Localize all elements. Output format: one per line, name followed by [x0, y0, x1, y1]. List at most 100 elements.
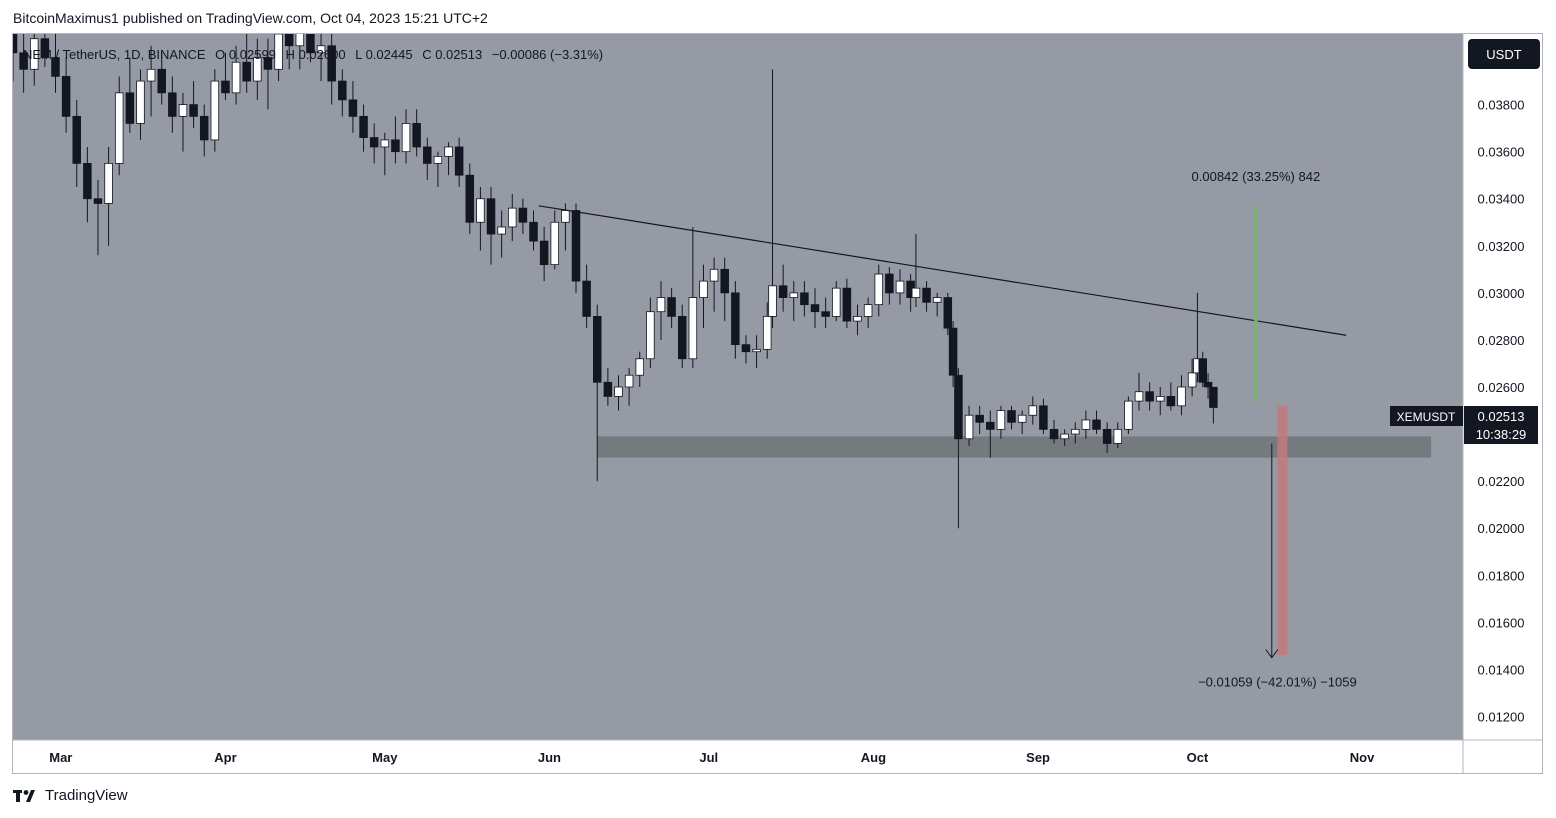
candle-body: [476, 198, 485, 223]
candle: [975, 405, 984, 435]
candle-body: [948, 327, 958, 376]
candle-body: [699, 280, 708, 298]
currency-button[interactable]: USDT: [1468, 39, 1540, 69]
candle-body: [832, 287, 841, 317]
candle: [948, 321, 958, 387]
candle-body: [157, 68, 166, 94]
candle-body: [932, 297, 942, 303]
candle-body: [210, 80, 220, 141]
candle: [1081, 410, 1091, 439]
y-tick-label: 0.01600: [1478, 615, 1525, 630]
candle: [19, 34, 28, 93]
candle: [1039, 398, 1048, 435]
candle: [667, 288, 676, 329]
candle-body: [401, 123, 411, 153]
candle-body: [242, 61, 251, 82]
candle-body: [93, 198, 103, 204]
candle-body: [508, 207, 517, 228]
candle: [295, 34, 305, 70]
y-tick-label: 0.01800: [1478, 568, 1525, 583]
candle-body: [911, 287, 921, 298]
candle: [486, 186, 496, 265]
candle-body: [83, 163, 92, 200]
chart-frame[interactable]: 0.00842 (33.25%) 842 −0.01059 (−42.01%) −…: [12, 33, 1543, 774]
candle: [677, 304, 687, 369]
candle-body: [1017, 414, 1027, 423]
candle-body: [221, 80, 230, 94]
candle-body: [316, 45, 326, 54]
candle: [253, 38, 262, 100]
candle: [592, 304, 602, 482]
candle-body: [1187, 372, 1197, 388]
tradingview-brand[interactable]: TradingView: [13, 787, 128, 804]
candle-body: [423, 146, 432, 164]
candle: [529, 210, 538, 251]
candle: [1145, 382, 1154, 411]
candle: [699, 264, 708, 329]
y-tick-label: 0.03600: [1478, 145, 1525, 160]
publisher-header: BitcoinMaximus1 published on TradingView…: [13, 10, 488, 26]
candle: [922, 281, 931, 312]
currency-button-label[interactable]: USDT: [1486, 47, 1521, 62]
candle-body: [800, 292, 809, 306]
y-tick-label: 0.02800: [1478, 333, 1525, 348]
x-tick-label: Jul: [699, 750, 718, 765]
candle: [911, 234, 921, 307]
candle: [93, 179, 103, 256]
candle-body: [762, 315, 772, 350]
candle: [433, 151, 443, 187]
candle-body: [497, 226, 506, 235]
candle-body: [433, 155, 443, 164]
candle: [720, 257, 729, 322]
candle-body: [51, 57, 60, 77]
candle: [104, 146, 113, 246]
candle-body: [922, 287, 931, 303]
candle-body: [486, 198, 496, 235]
high-label: H: [286, 47, 295, 62]
y-tick-label: 0.02600: [1478, 380, 1525, 395]
candle: [1166, 382, 1176, 411]
candle: [178, 92, 188, 152]
x-tick-label: Aug: [861, 750, 886, 765]
candle-body: [529, 221, 538, 242]
candle: [688, 226, 698, 369]
candle: [789, 281, 799, 322]
candle: [624, 368, 634, 406]
candle: [518, 198, 528, 235]
candle: [284, 34, 294, 70]
candle-body: [810, 304, 820, 313]
candle: [210, 69, 220, 152]
candle: [1007, 405, 1016, 430]
candle-body: [789, 292, 799, 298]
price-tag-value: 0.02513: [1478, 409, 1525, 424]
candle: [832, 281, 841, 322]
candle-body: [1198, 358, 1207, 383]
candle-body: [199, 115, 209, 141]
chart-canvas[interactable]: 0.00842 (33.25%) 842 −0.01059 (−42.01%) −…: [13, 34, 1543, 774]
candle: [1092, 410, 1101, 435]
x-tick-label: Sep: [1026, 750, 1050, 765]
candle: [359, 104, 368, 152]
candle: [571, 203, 581, 293]
candle: [83, 146, 92, 223]
candle: [1209, 386, 1218, 424]
candle-body: [996, 410, 1006, 430]
candle: [508, 194, 517, 242]
candle-body: [518, 207, 528, 223]
tradingview-logo-icon[interactable]: [13, 789, 39, 803]
candle: [1028, 396, 1038, 425]
candle: [306, 34, 315, 63]
candle: [423, 137, 432, 180]
candle: [13, 34, 18, 82]
candle-body: [136, 80, 145, 124]
candle-body: [688, 297, 698, 360]
candle: [932, 292, 942, 317]
currency-button-bg[interactable]: [1468, 39, 1540, 69]
candle-body: [104, 163, 113, 204]
candle: [146, 45, 156, 117]
brand-name[interactable]: TradingView: [45, 787, 128, 804]
candle: [338, 69, 347, 117]
y-tick-label: 0.02000: [1478, 521, 1525, 536]
candle: [741, 335, 751, 364]
candle-body: [1071, 428, 1080, 435]
